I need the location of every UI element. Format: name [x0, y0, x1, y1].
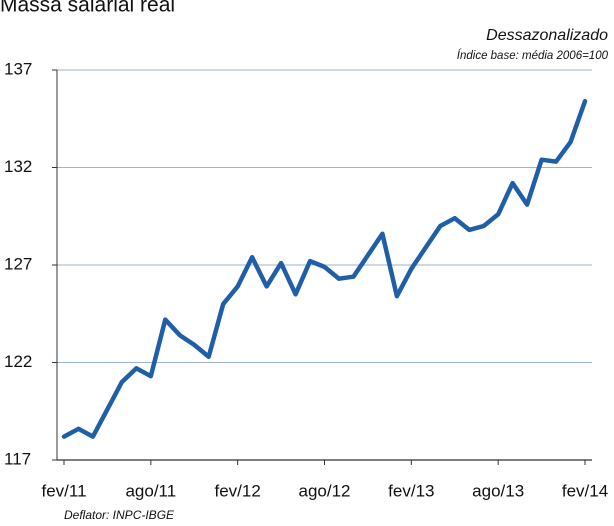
x-tick-label: ago/12 [299, 481, 351, 500]
y-tick-label: 132 [4, 157, 32, 176]
y-tick-label: 122 [4, 352, 32, 371]
footnote: Deflator: INPC-IBGE [64, 508, 175, 522]
chart-title: Massa salarial real [0, 0, 175, 17]
x-tick-label: fev/14 [562, 481, 608, 500]
axis-note: Índice base: média 2006=100 [457, 49, 609, 62]
x-tick-label: fev/13 [388, 481, 434, 500]
y-tick-label: 117 [4, 449, 31, 468]
chart-subtitle: Dessazonalizado [486, 27, 608, 44]
x-tick-label: fev/12 [215, 481, 261, 500]
x-tick-label: ago/11 [125, 481, 176, 500]
y-tick-label: 137 [4, 59, 32, 78]
y-tick-label: 127 [4, 254, 32, 273]
x-tick-label: fev/11 [41, 481, 86, 500]
x-tick-label: ago/13 [472, 481, 524, 500]
line-series [61, 98, 588, 439]
